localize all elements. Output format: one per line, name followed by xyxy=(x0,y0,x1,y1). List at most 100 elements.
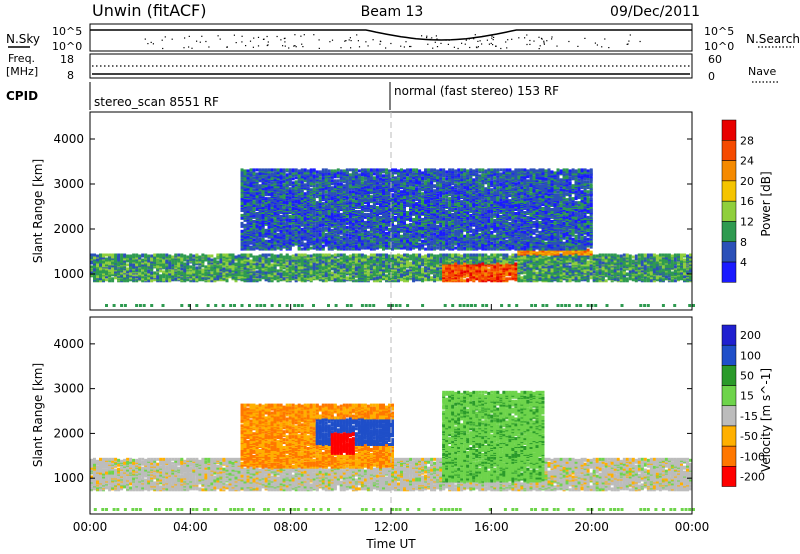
range-cell xyxy=(162,259,166,263)
range-cell xyxy=(379,224,382,228)
range-cell xyxy=(385,253,388,257)
range-cell xyxy=(267,197,271,201)
nsearch-point xyxy=(350,40,352,42)
nsearch-point xyxy=(490,42,492,44)
range-cell xyxy=(360,253,364,257)
range-cell xyxy=(249,212,253,215)
range-cell xyxy=(144,272,148,276)
range-cell xyxy=(171,255,175,259)
range-cell xyxy=(382,253,385,257)
nsearch-point xyxy=(164,36,166,38)
range-cell xyxy=(117,263,121,267)
range-cell xyxy=(300,241,304,245)
range-cell xyxy=(153,253,157,257)
range-cell xyxy=(327,210,331,213)
nsearch-point xyxy=(429,38,431,40)
range-cell xyxy=(324,190,328,194)
range-cell xyxy=(348,236,352,240)
range-cell xyxy=(150,271,154,275)
beam-title: Beam 13 xyxy=(361,4,424,20)
nsearch-point xyxy=(390,42,392,45)
range-cell xyxy=(144,267,148,271)
nsearch-point xyxy=(344,40,346,42)
range-cell xyxy=(315,183,319,187)
range-cell xyxy=(327,259,331,263)
range-cell xyxy=(201,264,205,268)
range-cell xyxy=(330,271,334,275)
range-cell xyxy=(291,168,295,172)
nsearch-point xyxy=(294,45,296,47)
range-cell xyxy=(255,262,259,266)
range-cell xyxy=(288,218,292,222)
range-cell xyxy=(252,168,256,172)
range-cell xyxy=(339,212,343,216)
nsearch-point xyxy=(241,35,243,37)
range-cell xyxy=(306,207,310,210)
range-cell xyxy=(96,275,99,279)
range-cell xyxy=(333,273,337,277)
range-cell xyxy=(294,180,298,184)
nsearch-point xyxy=(506,47,508,49)
range-cell xyxy=(351,265,355,269)
range-cell xyxy=(342,169,346,173)
range-cell xyxy=(141,271,145,275)
range-cell xyxy=(186,262,190,266)
nsearch-point xyxy=(568,40,570,43)
nsearch-point xyxy=(348,39,350,41)
range-cell xyxy=(385,174,388,178)
power-heatmap xyxy=(90,168,695,307)
range-cell xyxy=(105,253,108,257)
range-cell xyxy=(385,274,388,278)
nsearch-point xyxy=(543,43,545,45)
range-cell xyxy=(258,184,262,188)
range-cell xyxy=(120,265,124,269)
range-cell xyxy=(123,274,127,278)
range-cell xyxy=(120,274,124,278)
nsearch-point xyxy=(357,40,359,42)
nsearch-point xyxy=(217,35,219,37)
range-cell xyxy=(135,279,139,283)
range-cell xyxy=(246,206,250,209)
range-cell xyxy=(126,278,130,282)
range-cell xyxy=(99,263,102,267)
range-cell xyxy=(379,168,382,172)
nsearch-point xyxy=(604,38,606,40)
range-cell xyxy=(258,205,262,208)
range-cell xyxy=(327,200,331,204)
range-cell xyxy=(108,274,112,278)
range-cell xyxy=(249,227,253,231)
range-cell xyxy=(99,266,102,270)
range-cell xyxy=(96,268,99,272)
range-cell xyxy=(348,247,352,251)
nsearch-point xyxy=(205,40,207,43)
range-cell xyxy=(318,170,322,174)
range-cell xyxy=(183,254,187,258)
range-cell xyxy=(114,270,118,274)
range-cell xyxy=(345,196,349,200)
range-cell xyxy=(303,204,307,207)
range-cell xyxy=(204,254,208,258)
cpid-mode-0: stereo_scan 8551 RF xyxy=(94,95,219,109)
range-cell xyxy=(249,171,253,175)
nsearch-point xyxy=(507,39,509,41)
range-cell xyxy=(279,272,283,276)
range-cell xyxy=(294,203,298,207)
range-cell xyxy=(339,182,343,186)
range-cell xyxy=(180,267,184,271)
range-cell xyxy=(195,266,199,270)
range-cell xyxy=(138,269,142,273)
range-cell xyxy=(288,261,292,265)
range-cell xyxy=(369,236,373,240)
range-cell xyxy=(138,262,142,266)
range-cell xyxy=(372,266,376,270)
range-cell xyxy=(351,199,355,203)
range-cell xyxy=(288,168,292,172)
range-cell xyxy=(366,236,370,240)
range-cell xyxy=(132,273,136,277)
range-cell xyxy=(318,192,322,196)
range-cell xyxy=(291,198,295,202)
range-cell xyxy=(276,232,280,236)
range-cell xyxy=(132,253,136,257)
range-cell xyxy=(324,168,328,172)
range-cell xyxy=(285,221,289,225)
